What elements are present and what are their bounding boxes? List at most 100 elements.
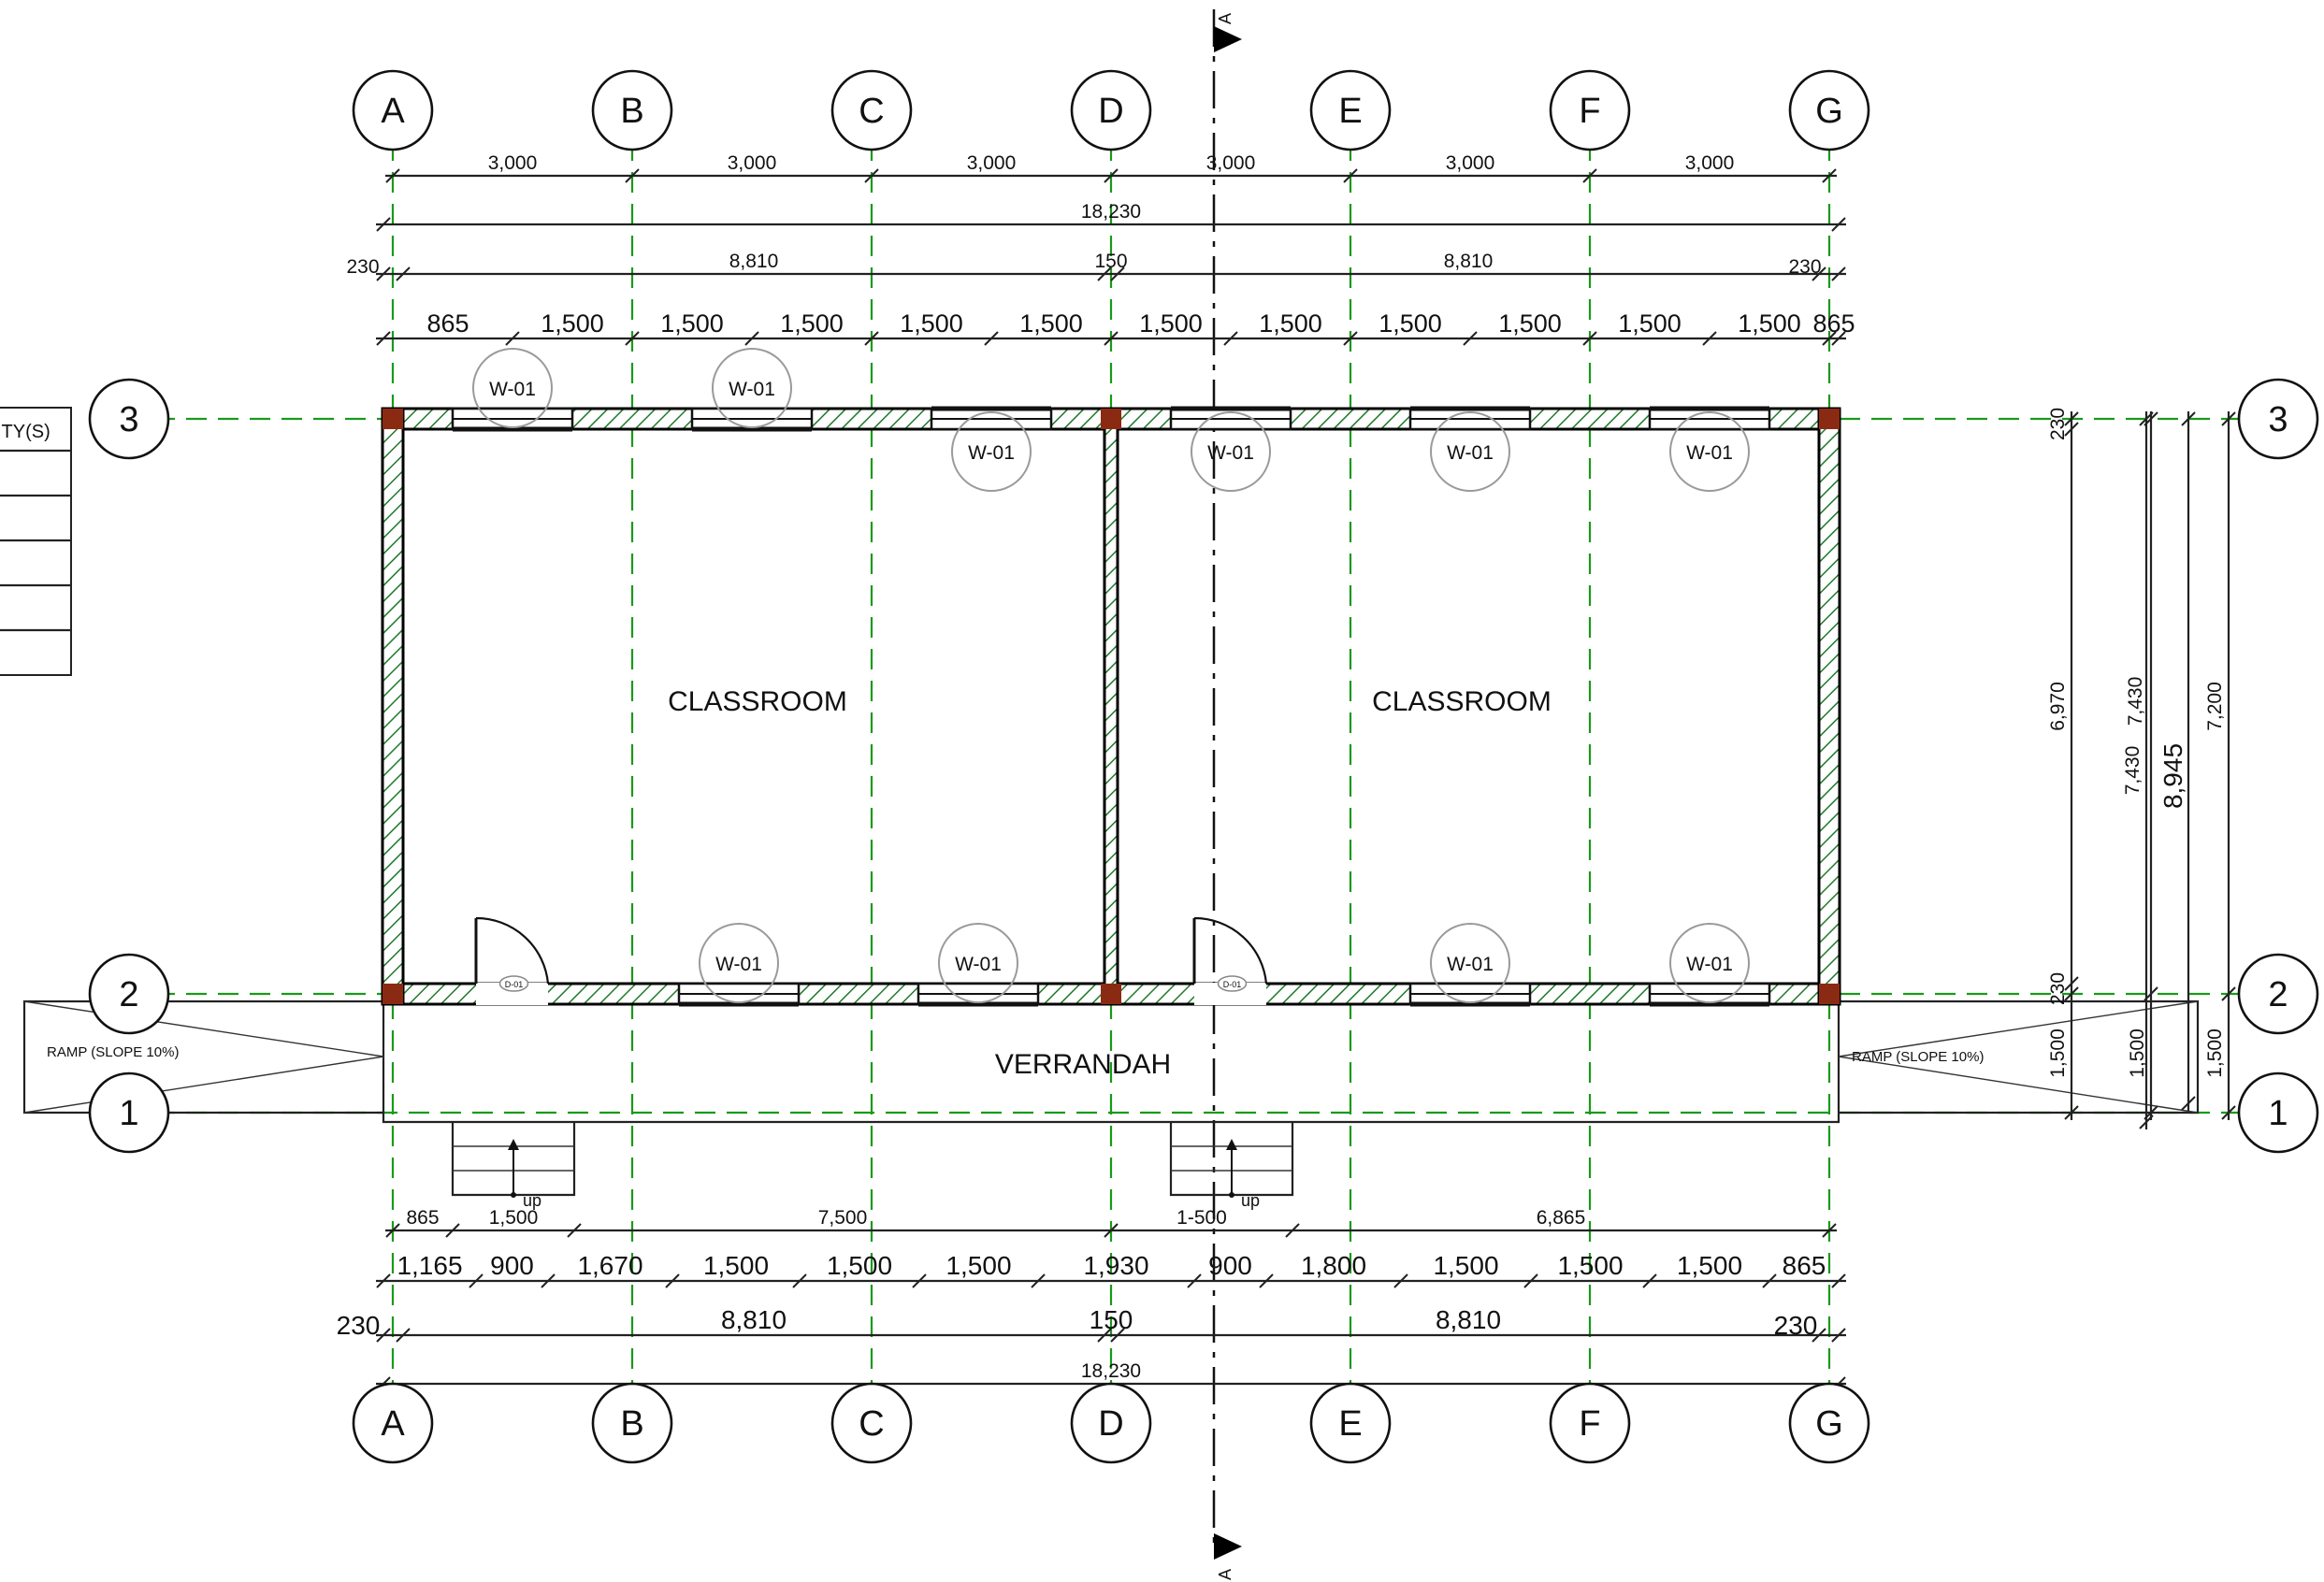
- dimension-label: 3,000: [1206, 152, 1256, 174]
- dimension-tick: [1762, 1273, 1777, 1288]
- dimension-tick: [1822, 168, 1837, 183]
- grid-bubble-label-A: A: [381, 1404, 405, 1444]
- dim-right-verandah: 1,500: [2127, 411, 2158, 1120]
- dimension-tick: [541, 1273, 556, 1288]
- dim-bottom-right-wall-label: 230: [1774, 1311, 1818, 1340]
- window-tag-label: W-01: [729, 379, 775, 400]
- grid-bubble-label-2: 2: [119, 975, 138, 1014]
- dimension-tick: [1831, 331, 1846, 346]
- grid-bubble-E-top: [1309, 69, 1392, 151]
- dimension-label: 18,230: [1081, 201, 1141, 223]
- stair-arrow-head: [1226, 1139, 1237, 1150]
- dimension-tick: [469, 1273, 484, 1288]
- door-swing-arc: [1193, 916, 1268, 985]
- grid-bubble-G-top: [1788, 69, 1870, 151]
- dimension-tick: [1393, 1273, 1408, 1288]
- grid-bubble-A-bottom: [352, 1382, 434, 1464]
- dimension-label: 8,810: [729, 251, 779, 272]
- verandah-slab-edge: [382, 1001, 1840, 1124]
- dimension-tick: [1523, 1273, 1538, 1288]
- stair-label: up: [523, 1191, 541, 1210]
- dimension-tick: [2221, 1105, 2236, 1120]
- window-tag: [1669, 923, 1750, 1003]
- window-tag: [712, 348, 792, 428]
- grid-bubble-label-D: D: [1098, 92, 1123, 131]
- dimension-label: 1,500: [1738, 309, 1801, 338]
- dimension-tick: [505, 331, 520, 346]
- grid-bubble-E-bottom: [1309, 1382, 1392, 1464]
- grid-bubble-label-3: 3: [2268, 400, 2288, 439]
- dimension-label: 1,500: [827, 1251, 892, 1280]
- grid-bubble-label-3: 3: [119, 400, 138, 439]
- window-tag: [699, 923, 779, 1003]
- window-tag-label: W-01: [1686, 442, 1733, 464]
- dimension-tick: [445, 1223, 460, 1238]
- dimension-label: 8,810: [1436, 1305, 1501, 1334]
- dimension-tick: [396, 266, 411, 281]
- grid-bubble-label-E: E: [1338, 92, 1362, 131]
- ramp-left-outline: [22, 1000, 383, 1115]
- dimension-tick: [912, 1273, 927, 1288]
- grid-bubble-D-top: [1070, 69, 1152, 151]
- structural-column: [1819, 409, 1840, 429]
- dimension-label: 3,000: [967, 152, 1017, 174]
- dimension-label: 1,670: [577, 1251, 642, 1280]
- grid-bubble-label-C: C: [859, 92, 884, 131]
- dimension-label: 7,430: [2122, 746, 2144, 796]
- window-tag: [938, 923, 1018, 1003]
- dimension-label: 1,500: [900, 309, 963, 338]
- door-tag: [498, 975, 529, 992]
- dimension-label: 1,500: [2204, 1028, 2226, 1078]
- dimension-label: 1,500: [1618, 309, 1682, 338]
- dim-right-total-label: 7,430: [2125, 677, 2146, 726]
- dimension-tick: [1223, 331, 1238, 346]
- dimension-tick: [1831, 217, 1846, 232]
- dim-top-overall: 18,230: [376, 201, 1846, 232]
- dimension-tick: [376, 331, 391, 346]
- stair-label: up: [1241, 1191, 1260, 1210]
- grid-bubble-1-right: [2237, 1071, 2319, 1154]
- dim-right-overall: 7,430: [2122, 411, 2154, 1129]
- room-label-left-classroom: CLASSROOM: [668, 686, 847, 717]
- grid-bubble-F-bottom: [1549, 1382, 1631, 1464]
- grid-bubble-A-top: [352, 69, 434, 151]
- stair-arrow-head: [508, 1139, 519, 1150]
- dimension-label: 7,500: [818, 1207, 868, 1229]
- room-label-right-classroom: CLASSROOM: [1372, 686, 1552, 717]
- dimension-label: 1,500: [1019, 309, 1083, 338]
- dimension-label: 1,500: [703, 1251, 769, 1280]
- dimension-label: 865: [1783, 1251, 1826, 1280]
- grid-bubble-G-bottom: [1788, 1382, 1870, 1464]
- schedule-table-fragment: ITY(S): [0, 407, 72, 676]
- grid-bubble-B-bottom: [591, 1382, 673, 1464]
- wall-left: [381, 407, 405, 1006]
- dimension-label: 1,500: [1557, 1251, 1623, 1280]
- door-tag: [1217, 975, 1248, 992]
- structural-column: [1101, 409, 1121, 429]
- room-label-verandah: VERRANDAH: [995, 1049, 1171, 1080]
- grid-bubbles: A A B B C C D D E E F F G G 3 3 2 2 1 1: [88, 69, 2319, 1464]
- dimension-tick: [665, 1273, 680, 1288]
- dimension-label: 1,500: [2127, 1028, 2148, 1078]
- dimension-tick: [376, 1273, 391, 1288]
- dimension-tick: [1343, 168, 1358, 183]
- dimension-tick: [1104, 1223, 1119, 1238]
- dimension-tick: [385, 1223, 400, 1238]
- ramp-label-right: RAMP (SLOPE 10%): [1852, 1049, 1984, 1065]
- dimension-tick: [1642, 1273, 1657, 1288]
- window-tag-label: W-01: [1686, 954, 1733, 975]
- structural-column: [1101, 984, 1121, 1004]
- dimension-tick: [1812, 266, 1826, 281]
- grid-bubble-label-G: G: [1815, 92, 1843, 131]
- grid-bubble-label-D: D: [1098, 1404, 1123, 1444]
- dimension-label: 150: [1094, 251, 1127, 272]
- structural-column: [1819, 984, 1840, 1004]
- dimension-tick: [1463, 331, 1478, 346]
- dimension-tick: [792, 1273, 807, 1288]
- dimension-tick: [1097, 1328, 1112, 1343]
- ramp-right-outline: [1839, 1000, 2200, 1115]
- dimension-label: 1,500: [1379, 309, 1442, 338]
- dimension-tick: [1031, 1273, 1046, 1288]
- dimension-label: 3,000: [728, 152, 777, 174]
- dimension-tick: [567, 1223, 582, 1238]
